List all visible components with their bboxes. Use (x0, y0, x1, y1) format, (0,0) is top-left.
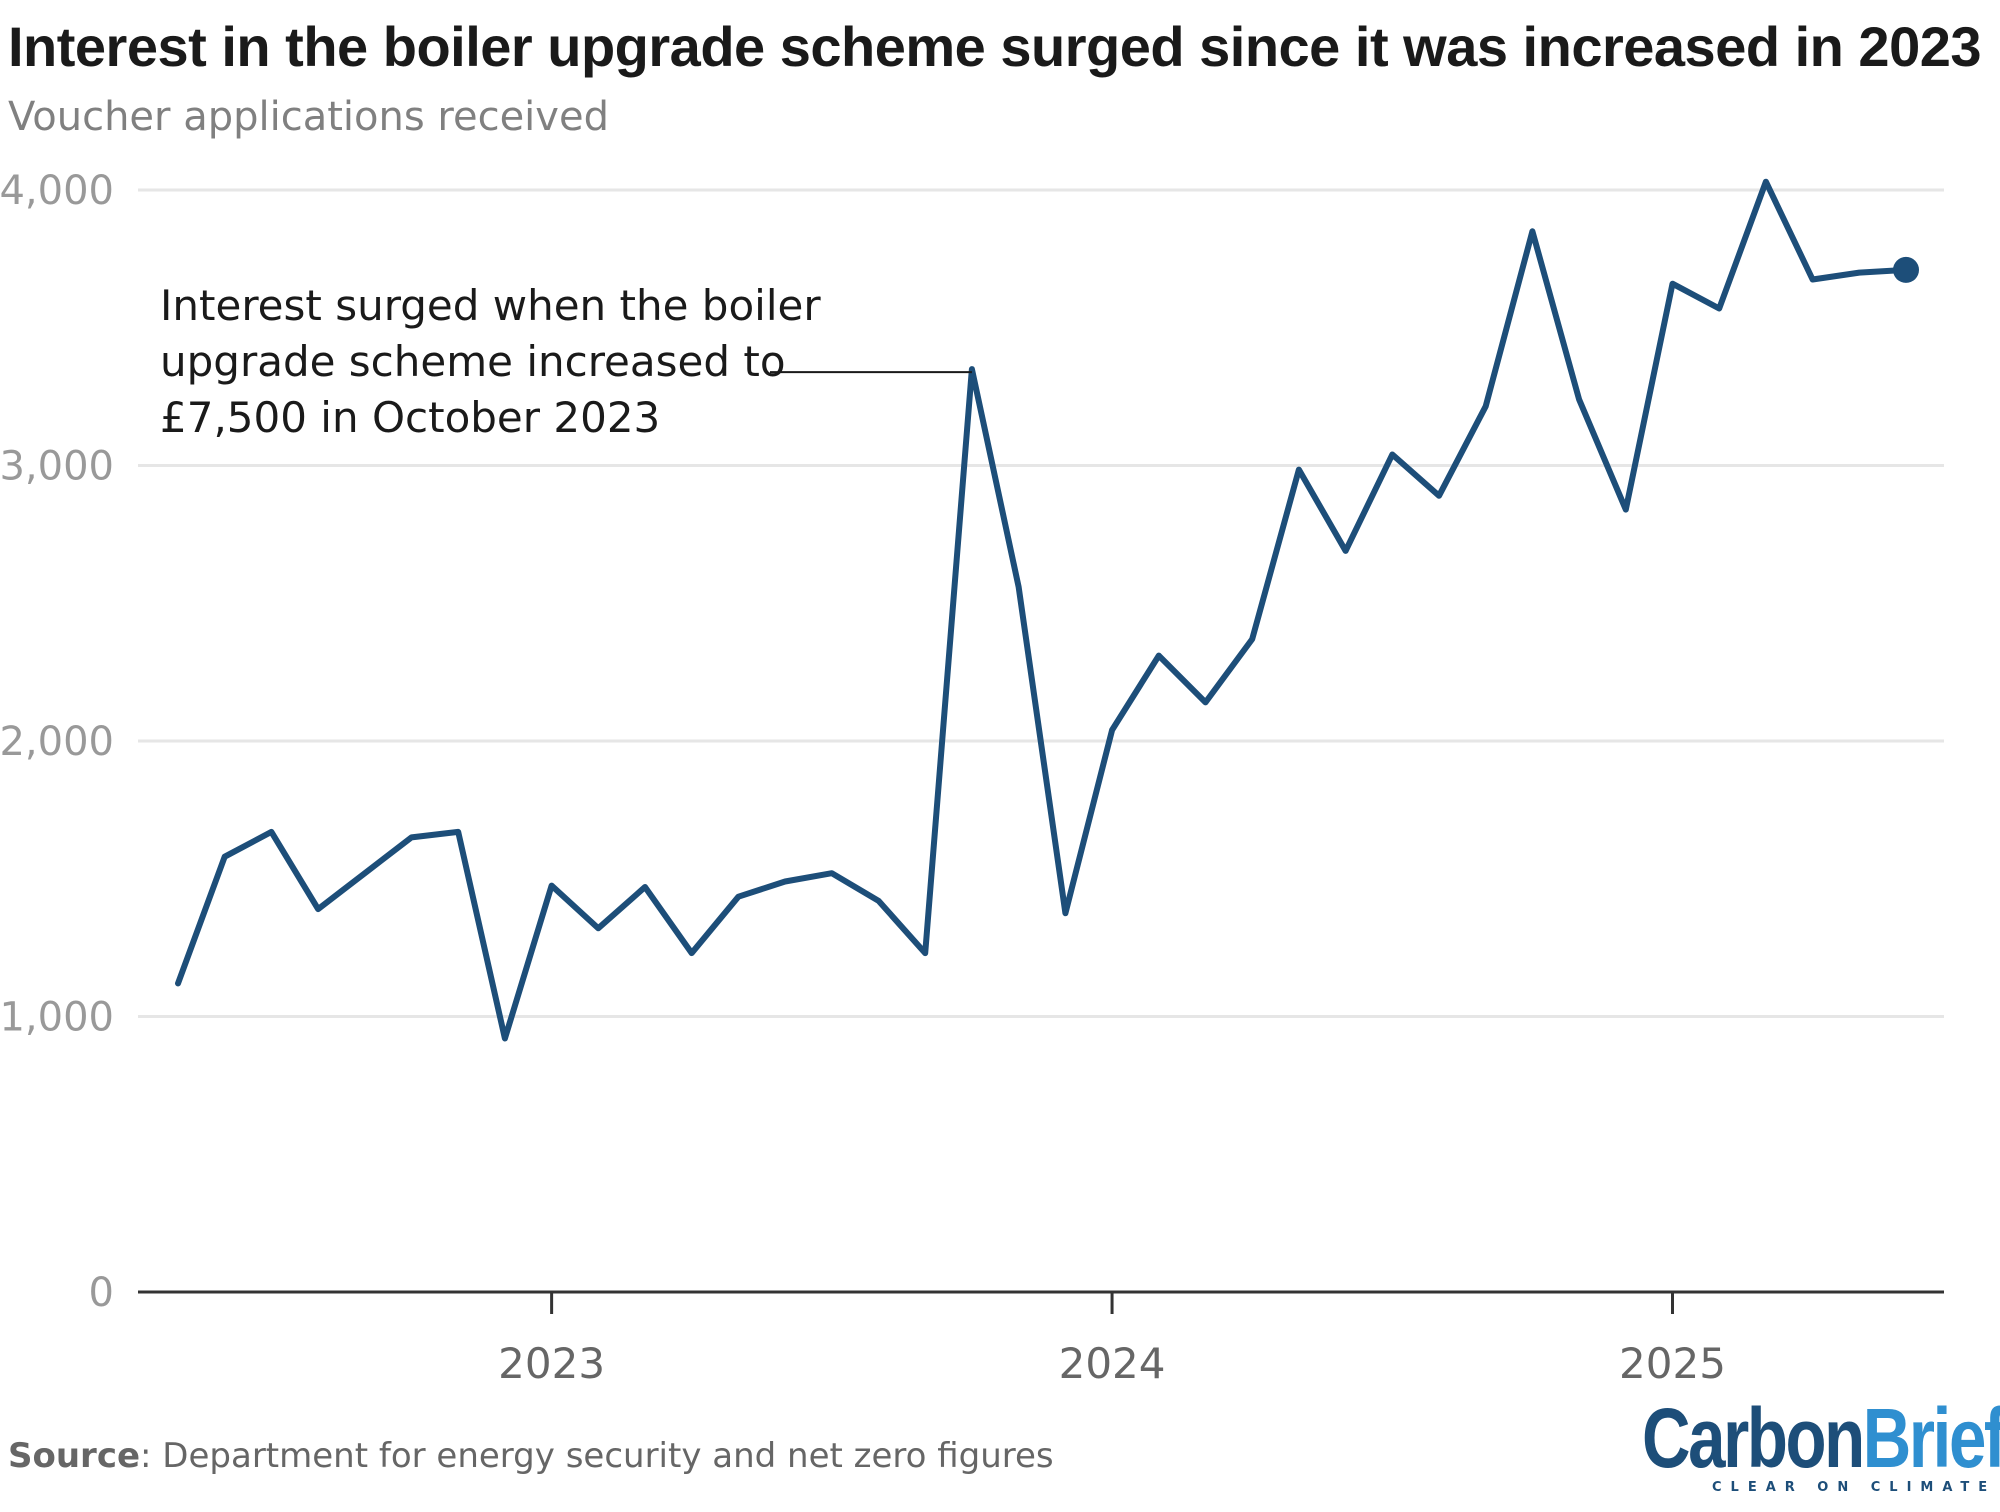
chart-title: Interest in the boiler upgrade scheme su… (8, 15, 1982, 78)
data-point (1529, 228, 1535, 234)
data-point (735, 894, 741, 900)
annotation-text-line: Interest surged when the boiler (160, 281, 821, 330)
x-tick-label: 2024 (1059, 1339, 1166, 1388)
y-tick-label: 2,000 (0, 719, 114, 765)
data-point (1623, 507, 1629, 513)
logo-tagline: CLEAR ON CLIMATE (1712, 1480, 1997, 1495)
annotation-text-line: upgrade scheme increased to (160, 337, 786, 386)
data-point (1436, 493, 1442, 499)
carbon-brief-logo: CarbonBrief CLEAR ON CLIMATE (1642, 1396, 2000, 1496)
data-point (829, 870, 835, 876)
data-point (1669, 281, 1675, 287)
x-tick-label: 2023 (498, 1339, 605, 1388)
data-point (1296, 467, 1302, 473)
source-text: : Department for energy security and net… (140, 1436, 1054, 1476)
data-point (1763, 179, 1769, 185)
data-point (642, 884, 648, 890)
data-point (222, 854, 228, 860)
data-point (1109, 727, 1115, 733)
logo-brand-brief: Brief (1862, 1391, 2000, 1485)
data-point (175, 980, 181, 986)
x-tick-label: 2025 (1619, 1339, 1726, 1388)
data-point (1343, 548, 1349, 554)
data-point (1202, 699, 1208, 705)
source-label: Source (8, 1436, 141, 1476)
data-point (1389, 451, 1395, 457)
data-point (689, 950, 695, 956)
source-note: Source: Department for energy security a… (8, 1436, 1054, 1476)
data-point (1483, 403, 1489, 409)
data-point (782, 879, 788, 885)
data-point (455, 829, 461, 835)
data-point (1576, 396, 1582, 402)
data-point (1249, 636, 1255, 642)
data-point (409, 834, 415, 840)
data-point (1856, 270, 1862, 276)
y-tick-label: 4,000 (0, 168, 114, 214)
logo-brand: CarbonBrief (1642, 1396, 2000, 1480)
data-point (1156, 653, 1162, 659)
data-point (268, 829, 274, 835)
data-point (1062, 910, 1068, 916)
data-point (549, 883, 555, 889)
y-tick-label: 3,000 (0, 444, 114, 490)
data-point (1016, 584, 1022, 590)
y-tick-label: 0 (89, 1270, 114, 1316)
logo-brand-carbon: Carbon (1642, 1391, 1865, 1485)
data-point (876, 898, 882, 904)
data-point (1716, 305, 1722, 311)
line-chart: 0 1,000 2,000 3,000 4,000 2023 2024 2025 Interes… (0, 168, 1944, 1388)
y-tick-label: 1,000 (0, 995, 114, 1041)
chart-subtitle: Voucher applications received (8, 94, 609, 140)
data-point (362, 870, 368, 876)
data-point (315, 906, 321, 912)
annotation-text-line: £7,500 in October 2023 (160, 393, 660, 442)
data-point (922, 950, 928, 956)
data-point (1810, 277, 1816, 283)
series-end-marker (1893, 256, 1919, 283)
series-line (175, 178, 1909, 1042)
data-point (502, 1036, 508, 1042)
data-point (595, 925, 601, 931)
